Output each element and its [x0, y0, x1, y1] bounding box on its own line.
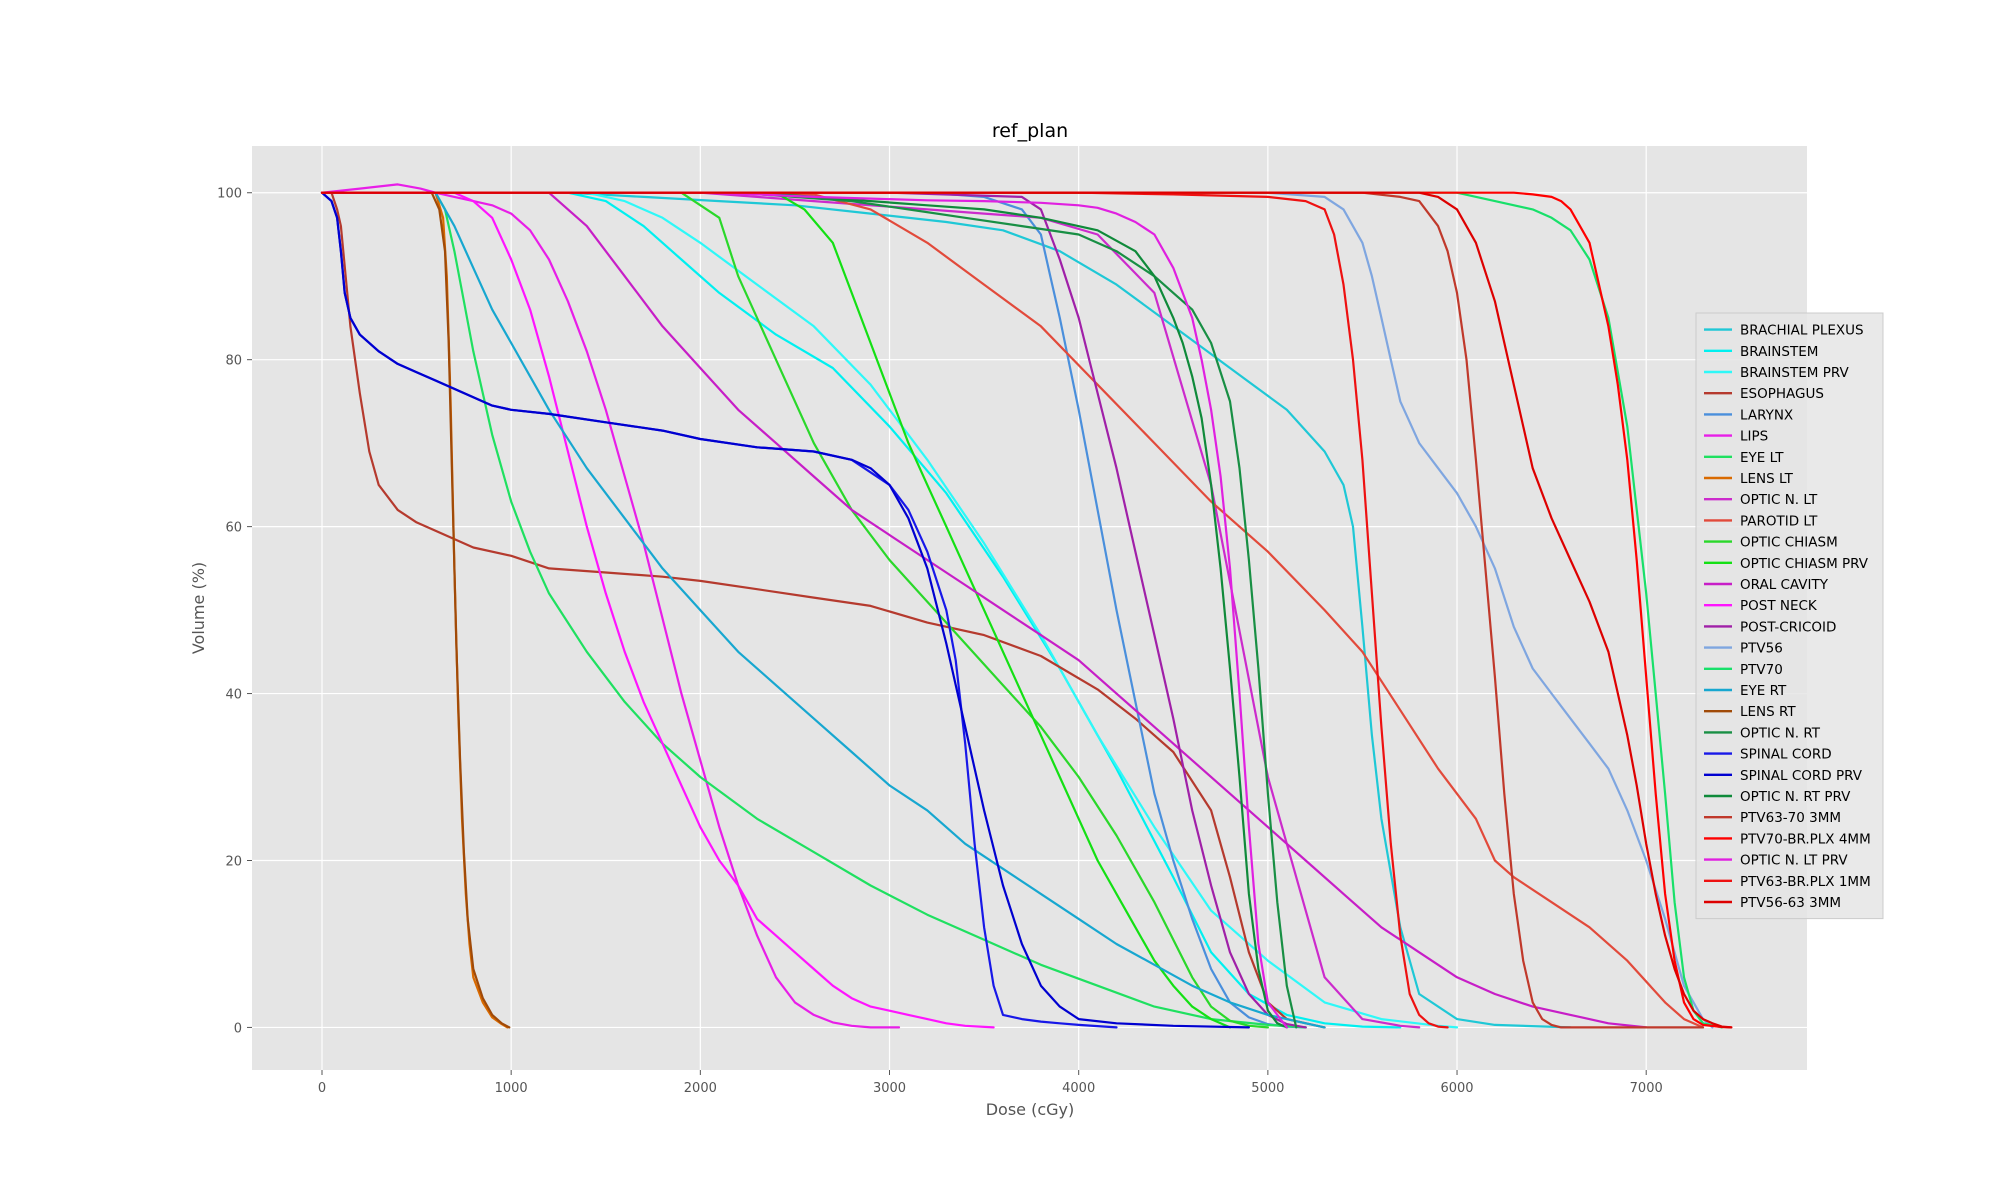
- legend-label: OPTIC N. RT PRV: [1740, 789, 1851, 805]
- x-tick-label: 6000: [1440, 1081, 1473, 1096]
- series-line: [320, 191, 1449, 1029]
- x-tick-label: 2000: [684, 1081, 717, 1096]
- legend-label: BRAINSTEM: [1740, 344, 1818, 360]
- plot-area: [252, 146, 1807, 1070]
- series-line: [547, 191, 1459, 1029]
- legend-label: OPTIC CHIASM: [1740, 535, 1838, 551]
- legend-label: POST-CRICOID: [1740, 619, 1836, 635]
- x-tick-label: 5000: [1251, 1081, 1284, 1096]
- x-tick-label: 0: [318, 1081, 326, 1096]
- legend-label: LENS RT: [1740, 704, 1796, 720]
- series-line: [434, 191, 1326, 1029]
- series-line: [320, 191, 1733, 1029]
- legend: BRACHIAL PLEXUS BRAINSTEM BRAINSTEM PRV ESO…: [1695, 312, 1884, 920]
- legend-label: BRAINSTEM PRV: [1740, 365, 1849, 381]
- legend-label: OPTIC N. LT: [1740, 492, 1818, 508]
- legend-label: LARYNX: [1740, 407, 1793, 423]
- legend-label: PTV70: [1740, 662, 1783, 678]
- legend-label: PTV70-BR.PLX 4MM: [1740, 831, 1871, 847]
- legend-label: LENS LT: [1740, 471, 1794, 487]
- series-line: [320, 191, 995, 1029]
- y-tick-label: 0: [234, 1021, 242, 1036]
- legend-label: PTV56-63 3MM: [1740, 895, 1841, 911]
- y-tick-label: 80: [225, 354, 242, 369]
- series-line: [320, 191, 1307, 1029]
- chart-title: ref_plan: [992, 120, 1068, 142]
- series-line: [320, 183, 901, 1029]
- legend-label: EYE LT: [1740, 450, 1784, 466]
- legend-label: EYE RT: [1740, 683, 1787, 699]
- series-line: [320, 191, 1232, 1029]
- legend-label: OPTIC N. RT: [1740, 725, 1821, 741]
- legend-label: SPINAL CORD: [1740, 747, 1832, 763]
- series-line: [320, 191, 1714, 1029]
- legend-label: OPTIC N. LT PRV: [1740, 853, 1848, 869]
- series-line: [320, 191, 511, 1029]
- legend-label: SPINAL CORD PRV: [1740, 768, 1863, 784]
- series-line: [320, 191, 1705, 1029]
- series-line: [320, 191, 1270, 1029]
- series-line: [434, 191, 1307, 1029]
- x-tick-label: 7000: [1630, 1081, 1663, 1096]
- y-axis-label: Volume (%): [189, 562, 208, 654]
- series-line: [320, 191, 1298, 1029]
- series-line: [850, 191, 1307, 1029]
- y-tick-label: 60: [225, 521, 242, 536]
- legend-label: PTV63-70 3MM: [1740, 810, 1841, 826]
- x-axis-label: Dose (cGy): [986, 1100, 1075, 1119]
- series-lines: [320, 183, 1733, 1029]
- x-tick-label: 3000: [873, 1081, 906, 1096]
- series-line: [320, 191, 1251, 1029]
- axis-ticks: 0 1000 2000 3000 4000 5000 6000 7000 0 20 40 60 80 10…: [217, 187, 1663, 1096]
- legend-label: PAROTID LT: [1740, 513, 1818, 529]
- y-tick-label: 20: [225, 854, 242, 869]
- x-tick-label: 1000: [495, 1081, 528, 1096]
- legend-label: PTV63-BR.PLX 1MM: [1740, 874, 1871, 890]
- legend-label: POST NECK: [1740, 598, 1818, 614]
- series-line: [320, 191, 1705, 1029]
- legend-label: PTV56: [1740, 641, 1783, 657]
- legend-label: LIPS: [1740, 429, 1768, 445]
- legend-label: OPTIC CHIASM PRV: [1740, 556, 1869, 572]
- x-tick-label: 4000: [1062, 1081, 1095, 1096]
- series-line: [320, 191, 1733, 1029]
- legend-box: [1695, 312, 1884, 920]
- series-line: [320, 191, 1326, 1029]
- series-line: [566, 191, 1402, 1029]
- legend-label: ESOPHAGUS: [1740, 386, 1824, 402]
- legend-label: BRACHIAL PLEXUS: [1740, 323, 1864, 339]
- legend-label: ORAL CAVITY: [1740, 577, 1829, 593]
- series-line: [320, 191, 1648, 1029]
- y-tick-label: 100: [217, 187, 242, 202]
- y-tick-label: 40: [225, 688, 242, 703]
- series-line: [320, 191, 1724, 1029]
- series-line: [320, 191, 1288, 1029]
